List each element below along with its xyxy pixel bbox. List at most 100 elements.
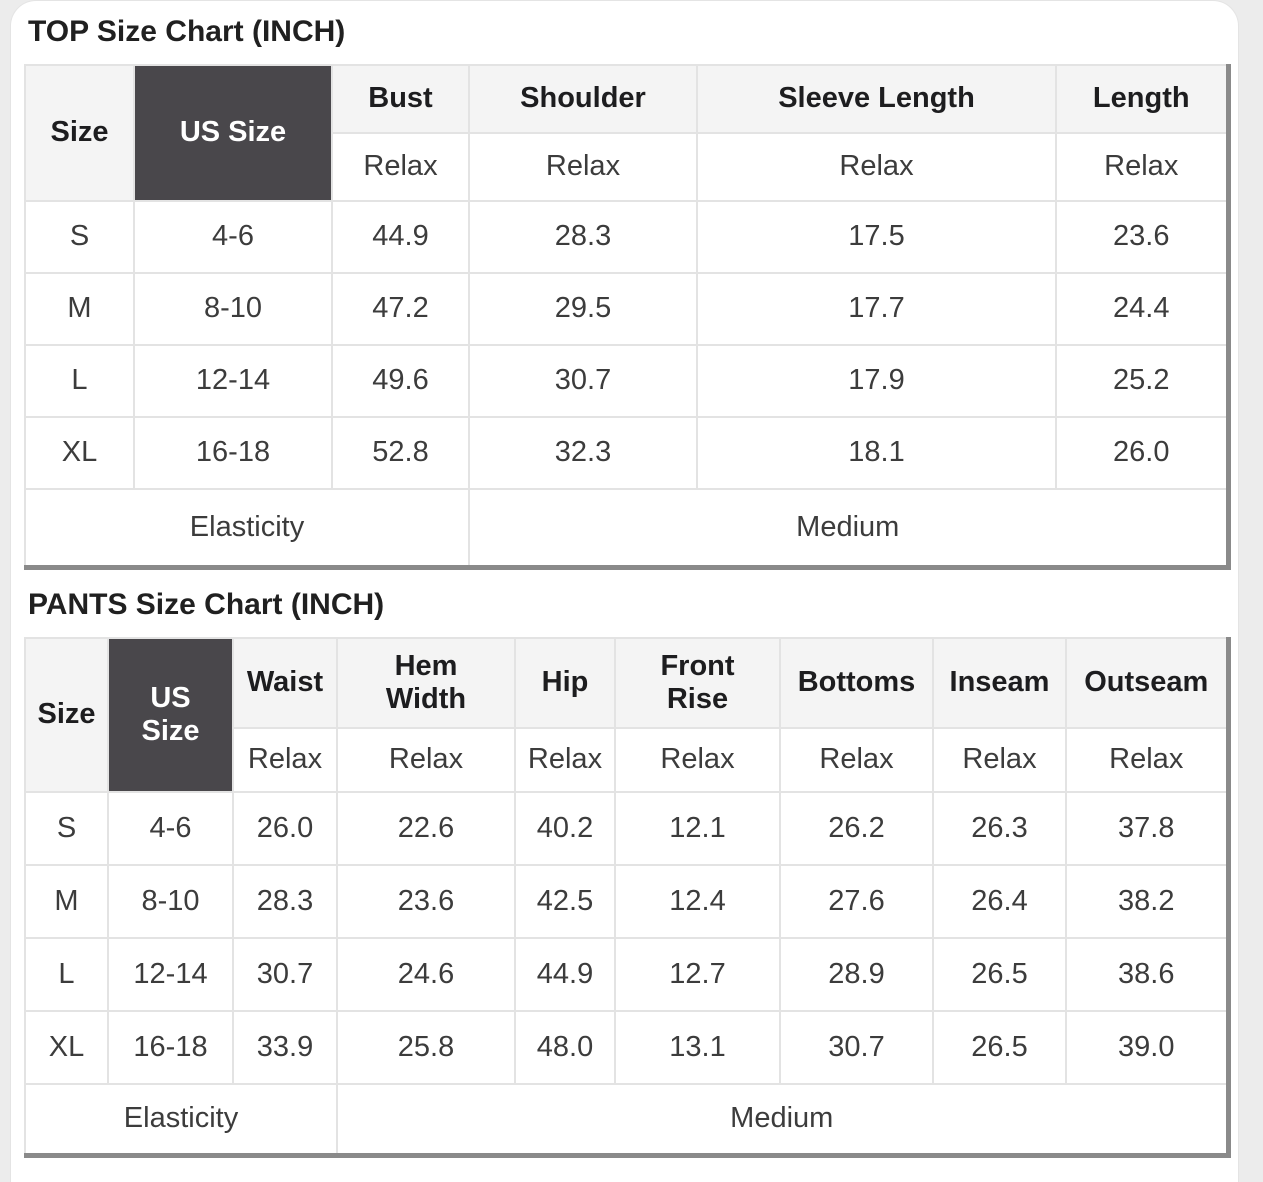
pants-size-col-label: Size — [24, 637, 109, 793]
elasticity-label-cell: Elasticity — [24, 488, 470, 570]
elasticity-value-cell: Medium — [336, 1083, 1231, 1158]
measurement-cell: 26.4 — [932, 864, 1067, 939]
measurement-cell: 38.6 — [1065, 937, 1231, 1012]
us-size-cell: 4-6 — [107, 791, 234, 866]
top-col-header-shoulder: Shoulder — [468, 64, 698, 134]
measurement-cell: 23.6 — [1055, 200, 1231, 274]
measurement-cell: 44.9 — [331, 200, 470, 274]
measurement-cell: 28.3 — [468, 200, 698, 274]
measurement-cell: 28.3 — [232, 864, 338, 939]
pants-fit-cell: Relax — [232, 727, 338, 793]
measurement-cell: 47.2 — [331, 272, 470, 346]
measurement-cell: 37.8 — [1065, 791, 1231, 866]
top-fit-cell: Relax — [468, 132, 698, 202]
top-size-col-label: Size — [24, 64, 135, 202]
measurement-cell: 12.7 — [614, 937, 781, 1012]
measurement-cell: 27.6 — [779, 864, 934, 939]
measurement-cell: 30.7 — [232, 937, 338, 1012]
pants-col-header-inseam: Inseam — [932, 637, 1067, 729]
measurement-cell: 22.6 — [336, 791, 516, 866]
elasticity-value-cell: Medium — [468, 488, 1231, 570]
size-cell: XL — [24, 416, 135, 490]
top-size-table: Size US Size Bust Shoulder Sleeve Length… — [24, 64, 1231, 570]
pants-fit-cell: Relax — [932, 727, 1067, 793]
measurement-cell: 25.2 — [1055, 344, 1231, 418]
table-row: S 4-6 44.9 28.3 17.5 23.6 — [24, 200, 1231, 274]
pants-col-header-hem-width: Hem Width — [336, 637, 516, 729]
size-cell: L — [24, 937, 109, 1012]
table-row: M 8-10 28.3 23.6 42.5 12.4 27.6 26.4 38.… — [24, 864, 1231, 939]
pants-fit-cell: Relax — [514, 727, 616, 793]
elasticity-label-cell: Elasticity — [24, 1083, 338, 1158]
size-cell: XL — [24, 1010, 109, 1085]
top-fit-cell: Relax — [1055, 132, 1231, 202]
size-chart-card: TOP Size Chart (INCH) Size US Size Bust … — [10, 0, 1239, 1182]
measurement-cell: 23.6 — [336, 864, 516, 939]
measurement-cell: 30.7 — [468, 344, 698, 418]
measurement-cell: 40.2 — [514, 791, 616, 866]
measurement-cell: 32.3 — [468, 416, 698, 490]
pants-fit-cell: Relax — [614, 727, 781, 793]
pants-fit-cell: Relax — [1065, 727, 1231, 793]
measurement-cell: 26.5 — [932, 937, 1067, 1012]
pants-chart-title: PANTS Size Chart (INCH) — [28, 588, 385, 621]
measurement-cell: 48.0 — [514, 1010, 616, 1085]
us-size-cell: 12-14 — [133, 344, 333, 418]
measurement-cell: 25.8 — [336, 1010, 516, 1085]
measurement-cell: 29.5 — [468, 272, 698, 346]
measurement-cell: 39.0 — [1065, 1010, 1231, 1085]
size-cell: M — [24, 272, 135, 346]
measurement-cell: 52.8 — [331, 416, 470, 490]
measurement-cell: 17.9 — [696, 344, 1057, 418]
measurement-cell: 26.0 — [1055, 416, 1231, 490]
us-size-cell: 8-10 — [107, 864, 234, 939]
us-size-cell: 16-18 — [133, 416, 333, 490]
measurement-cell: 49.6 — [331, 344, 470, 418]
size-cell: S — [24, 791, 109, 866]
measurement-cell: 33.9 — [232, 1010, 338, 1085]
pants-col-header-front-rise: Front Rise — [614, 637, 781, 729]
table-row: M 8-10 47.2 29.5 17.7 24.4 — [24, 272, 1231, 346]
table-row: S 4-6 26.0 22.6 40.2 12.1 26.2 26.3 37.8 — [24, 791, 1231, 866]
top-us-size-col-label: US Size — [133, 64, 333, 202]
top-col-header-length: Length — [1055, 64, 1231, 134]
table-row: XL 16-18 33.9 25.8 48.0 13.1 30.7 26.5 3… — [24, 1010, 1231, 1085]
measurement-cell: 24.6 — [336, 937, 516, 1012]
measurement-cell: 18.1 — [696, 416, 1057, 490]
top-chart-title: TOP Size Chart (INCH) — [28, 15, 346, 48]
top-fit-cell: Relax — [696, 132, 1057, 202]
measurement-cell: 38.2 — [1065, 864, 1231, 939]
pants-size-table: Size US Size Waist Hem Width Hip Front R… — [24, 637, 1231, 1158]
us-size-cell: 12-14 — [107, 937, 234, 1012]
pants-col-header-waist: Waist — [232, 637, 338, 729]
table-row: XL 16-18 52.8 32.3 18.1 26.0 — [24, 416, 1231, 490]
measurement-cell: 17.7 — [696, 272, 1057, 346]
measurement-cell: 26.3 — [932, 791, 1067, 866]
pants-col-header-outseam: Outseam — [1065, 637, 1231, 729]
measurement-cell: 30.7 — [779, 1010, 934, 1085]
us-size-cell: 16-18 — [107, 1010, 234, 1085]
us-size-cell: 8-10 — [133, 272, 333, 346]
measurement-cell: 26.0 — [232, 791, 338, 866]
pants-col-header-bottoms: Bottoms — [779, 637, 934, 729]
pants-fit-cell: Relax — [779, 727, 934, 793]
top-fit-cell: Relax — [331, 132, 470, 202]
measurement-cell: 28.9 — [779, 937, 934, 1012]
table-row: L 12-14 49.6 30.7 17.9 25.2 — [24, 344, 1231, 418]
size-cell: M — [24, 864, 109, 939]
measurement-cell: 13.1 — [614, 1010, 781, 1085]
us-size-cell: 4-6 — [133, 200, 333, 274]
measurement-cell: 44.9 — [514, 937, 616, 1012]
pants-fit-cell: Relax — [336, 727, 516, 793]
pants-us-size-col-label: US Size — [107, 637, 234, 793]
size-cell: S — [24, 200, 135, 274]
measurement-cell: 17.5 — [696, 200, 1057, 274]
size-cell: L — [24, 344, 135, 418]
table-row: L 12-14 30.7 24.6 44.9 12.7 28.9 26.5 38… — [24, 937, 1231, 1012]
top-col-header-bust: Bust — [331, 64, 470, 134]
measurement-cell: 12.1 — [614, 791, 781, 866]
measurement-cell: 24.4 — [1055, 272, 1231, 346]
measurement-cell: 42.5 — [514, 864, 616, 939]
measurement-cell: 12.4 — [614, 864, 781, 939]
measurement-cell: 26.5 — [932, 1010, 1067, 1085]
